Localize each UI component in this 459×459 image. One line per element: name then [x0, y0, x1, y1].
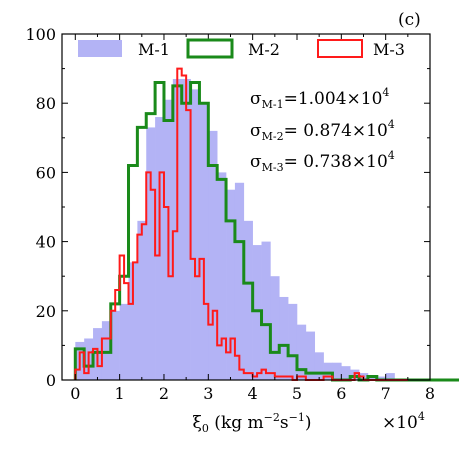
sigma-symbol: σ — [250, 89, 262, 109]
sigma-value-m1: =1.004×10 — [284, 89, 383, 109]
legend-entry-m2: M-2 — [186, 38, 280, 59]
sigma-subscript-m1: M-1 — [262, 98, 284, 111]
hist-bar-m1 — [119, 303, 129, 380]
x-label-sup1: −2 — [264, 411, 280, 424]
hist-bar-m1 — [385, 373, 395, 380]
sigma-annotation-m2: σM-2= 0.874×104 — [250, 118, 395, 143]
hist-bar-m1 — [234, 182, 245, 380]
legend-entry-m1: M-1 — [78, 40, 170, 59]
x-tick-label: 7 — [381, 384, 391, 403]
hist-bar-m1 — [252, 245, 262, 380]
step-line-m3 — [74, 67, 408, 381]
legend-swatch-m1 — [78, 40, 122, 57]
legend-label-m2: M-2 — [248, 40, 280, 59]
x-tick-label: 8 — [425, 384, 435, 403]
hist-bar-m1 — [341, 366, 351, 380]
x-label-sup2: −1 — [289, 411, 305, 424]
y-tick-label: 40 — [36, 233, 56, 252]
sigma-exponent-m1: 4 — [382, 86, 389, 99]
y-tick-label: 100 — [25, 25, 56, 44]
x-axis-label: ξ0 (kg m−2s−1) — [193, 411, 312, 435]
x-tick-label: 5 — [292, 384, 302, 403]
y-tick-label: 80 — [36, 94, 56, 113]
panel-label: (c) — [398, 10, 421, 30]
hist-bar-m1 — [128, 262, 138, 380]
sigma-annotation-m3: σM-3= 0.738×104 — [250, 149, 395, 174]
x-tick-label: 6 — [336, 384, 346, 403]
hist-bar-m1 — [199, 103, 209, 380]
x-multiplier-exp: 4 — [418, 410, 425, 423]
legend-entry-m3: M-3 — [317, 39, 405, 59]
sigma-annotation-m1: σM-1=1.004×104 — [250, 86, 389, 111]
x-multiplier: ×104 — [382, 410, 425, 433]
y-tick-label: 60 — [36, 163, 56, 182]
hist-bar-m1 — [190, 89, 200, 381]
hist-bar-m1 — [137, 220, 147, 380]
x-tick-label: 0 — [70, 384, 80, 403]
hist-bar-m1 — [226, 189, 236, 380]
x-tick-label: 4 — [248, 384, 258, 403]
hist-bar-m1 — [217, 172, 227, 380]
y-tick-label: 20 — [36, 302, 56, 321]
hist-bar-m1 — [288, 303, 298, 380]
sigma-subscript-m2: M-2 — [262, 130, 284, 143]
x-tick-label: 2 — [159, 384, 169, 403]
legend-swatch-m3 — [317, 39, 363, 58]
x-label-close: ) — [305, 413, 312, 433]
hist-bar-m1 — [314, 352, 324, 380]
hist-bar-m1 — [208, 130, 218, 380]
hist-bar-m1 — [296, 324, 307, 380]
hist-bar-m1 — [110, 310, 120, 380]
sigma-symbol: σ — [250, 152, 262, 172]
hist-bar-m1 — [101, 321, 112, 380]
legend-label-m3: M-3 — [373, 40, 405, 59]
hist-bar-m1 — [243, 220, 253, 380]
hist-bar-m1 — [323, 362, 333, 380]
sigma-subscript-m3: M-3 — [262, 161, 284, 174]
hist-bar-m1 — [261, 241, 271, 380]
sigma-symbol: σ — [250, 121, 262, 141]
x-label-unit-a: (kg m — [209, 413, 264, 433]
y-tick-label: 0 — [46, 371, 56, 390]
hist-bar-m1 — [367, 376, 378, 380]
sigma-value-m2: = 0.874×10 — [284, 121, 388, 141]
hist-bar-m1 — [376, 376, 386, 380]
hist-bar-m1 — [146, 127, 156, 380]
hist-bar-m1 — [270, 276, 280, 380]
legend: M-1 M-2 M-3 — [78, 38, 405, 59]
hist-bar-m1 — [305, 331, 316, 380]
hist-bar-m1 — [181, 78, 191, 380]
hist-bar-m1 — [332, 362, 342, 380]
plot-layer — [73, 67, 459, 382]
x-label-sub: 0 — [202, 422, 209, 435]
x-label-unit-b: s — [280, 413, 289, 433]
x-label-xi: ξ — [193, 413, 202, 433]
x-tick-label: 3 — [203, 384, 213, 403]
sigma-exponent-m2: 4 — [388, 118, 395, 131]
x-multiplier-base: ×10 — [382, 413, 418, 433]
sigma-annotations: σM-1=1.004×104 σM-2= 0.874×104 σM-3= 0.7… — [250, 86, 395, 174]
legend-swatch-m2 — [186, 38, 234, 59]
sigma-value-m3: = 0.738×10 — [284, 152, 388, 172]
hist-bar-m1 — [279, 296, 289, 380]
sigma-exponent-m3: 4 — [388, 149, 395, 162]
x-tick-label: 1 — [115, 384, 125, 403]
legend-label-m1: M-1 — [138, 40, 170, 59]
